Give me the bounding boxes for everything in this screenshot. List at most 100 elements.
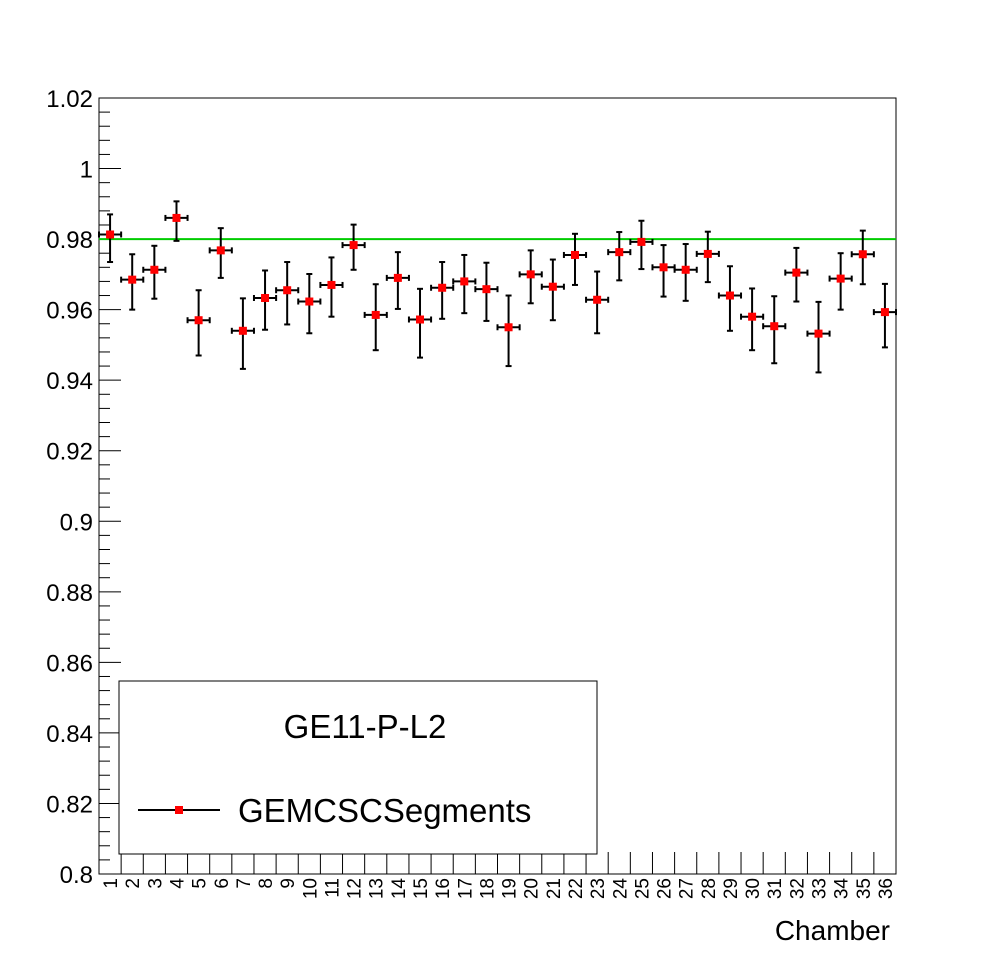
marker [770, 322, 779, 331]
x-tick-label: 36 [876, 878, 897, 899]
marker [128, 275, 137, 284]
legend-marker [175, 806, 183, 814]
x-tick-label: 21 [544, 878, 565, 899]
marker [283, 286, 292, 295]
marker [548, 282, 557, 291]
x-tick-label: 9 [278, 878, 299, 889]
x-tick-label: 18 [477, 878, 498, 899]
marker [150, 265, 159, 274]
x-tick-label: 17 [455, 878, 476, 899]
x-axis: 1 2 3 4 5 6 7 8 9 10 11 12 13 14 15 16 17 18 19 20 21 22 23 24 2… [98, 852, 897, 900]
x-tick-label: 15 [411, 878, 432, 899]
x-tick-label: 25 [632, 878, 653, 899]
y-tick-label: 0.92 [46, 439, 93, 466]
marker [349, 241, 358, 250]
data-point [585, 270, 610, 335]
marker [681, 265, 690, 274]
data-point [673, 243, 698, 302]
data-point [407, 287, 433, 359]
marker [438, 283, 447, 292]
data-point [341, 223, 366, 271]
y-tick-label: 1.02 [46, 86, 93, 113]
x-tick-label: 6 [212, 878, 233, 889]
data-point [385, 251, 410, 310]
x-tick-label: 29 [721, 878, 742, 899]
marker [238, 326, 247, 335]
y-tick-label: 0.96 [46, 298, 93, 325]
x-tick-label: 4 [167, 878, 188, 889]
data-point [275, 261, 300, 326]
y-tick-label: 0.9 [60, 509, 93, 536]
x-tick-label: 5 [190, 878, 211, 889]
data-point [850, 229, 875, 286]
legend-box [118, 680, 598, 855]
data-point [695, 230, 720, 284]
x-tick-label: 16 [433, 878, 454, 899]
data-points [98, 200, 897, 374]
y-tick-label: 0.88 [46, 580, 93, 607]
x-tick-label: 2 [123, 878, 144, 889]
x-tick-label: 22 [566, 878, 587, 899]
marker [748, 312, 757, 321]
x-tick-label: 30 [743, 878, 764, 899]
x-tick-label: 35 [854, 878, 875, 899]
marker [880, 308, 889, 317]
x-tick-label: 12 [345, 878, 366, 899]
data-point [518, 249, 543, 305]
data-point [651, 244, 676, 298]
marker [615, 248, 624, 257]
marker [416, 315, 425, 324]
y-tick-label: 0.84 [46, 721, 93, 748]
marker [106, 230, 115, 239]
x-tick-label: 7 [234, 878, 255, 889]
marker [327, 280, 336, 289]
x-tick-label: 23 [588, 878, 609, 899]
x-tick-label: 3 [145, 878, 166, 889]
x-tick-label: 10 [300, 878, 321, 899]
data-point [319, 256, 344, 318]
data-point [252, 269, 278, 331]
legend: GE11-P-L2 GEMCSCSegments [118, 680, 598, 855]
x-tick-label: 14 [389, 878, 410, 900]
marker [261, 293, 270, 302]
marker [526, 270, 535, 279]
y-tick-label: 0.82 [46, 791, 93, 818]
data-point [740, 287, 765, 352]
data-point [452, 253, 477, 315]
marker [570, 250, 579, 259]
marker [371, 310, 380, 319]
marker [194, 316, 203, 325]
data-point [98, 213, 123, 264]
data-point [142, 244, 167, 300]
data-point [164, 200, 189, 242]
data-point [717, 265, 743, 332]
data-point [230, 297, 255, 370]
x-tick-label: 34 [832, 878, 853, 900]
x-tick-label: 13 [367, 878, 388, 899]
x-tick-label: 11 [322, 878, 343, 898]
y-tick-label: 0.8 [60, 862, 93, 889]
data-point [120, 253, 145, 311]
x-tick-label: 1 [101, 878, 122, 889]
data-point [430, 261, 455, 320]
x-tick-label: 8 [256, 878, 277, 889]
marker [172, 213, 181, 222]
marker [460, 277, 469, 286]
y-tick-label: 0.86 [46, 650, 93, 677]
marker [593, 295, 602, 304]
y-tick-label: 0.98 [46, 227, 93, 254]
x-tick-label: 32 [787, 878, 808, 899]
x-tick-label: 28 [699, 878, 720, 899]
data-point [806, 300, 831, 374]
marker [858, 250, 867, 259]
y-tick-label: 0.94 [46, 368, 93, 395]
marker [814, 329, 823, 338]
data-point [607, 231, 632, 282]
x-tick-label: 24 [610, 878, 631, 900]
marker [659, 263, 668, 272]
x-tick-label: 33 [810, 878, 831, 899]
legend-series-name: GEMCSCSegments [238, 792, 531, 829]
data-point [208, 227, 233, 279]
marker [305, 297, 314, 306]
